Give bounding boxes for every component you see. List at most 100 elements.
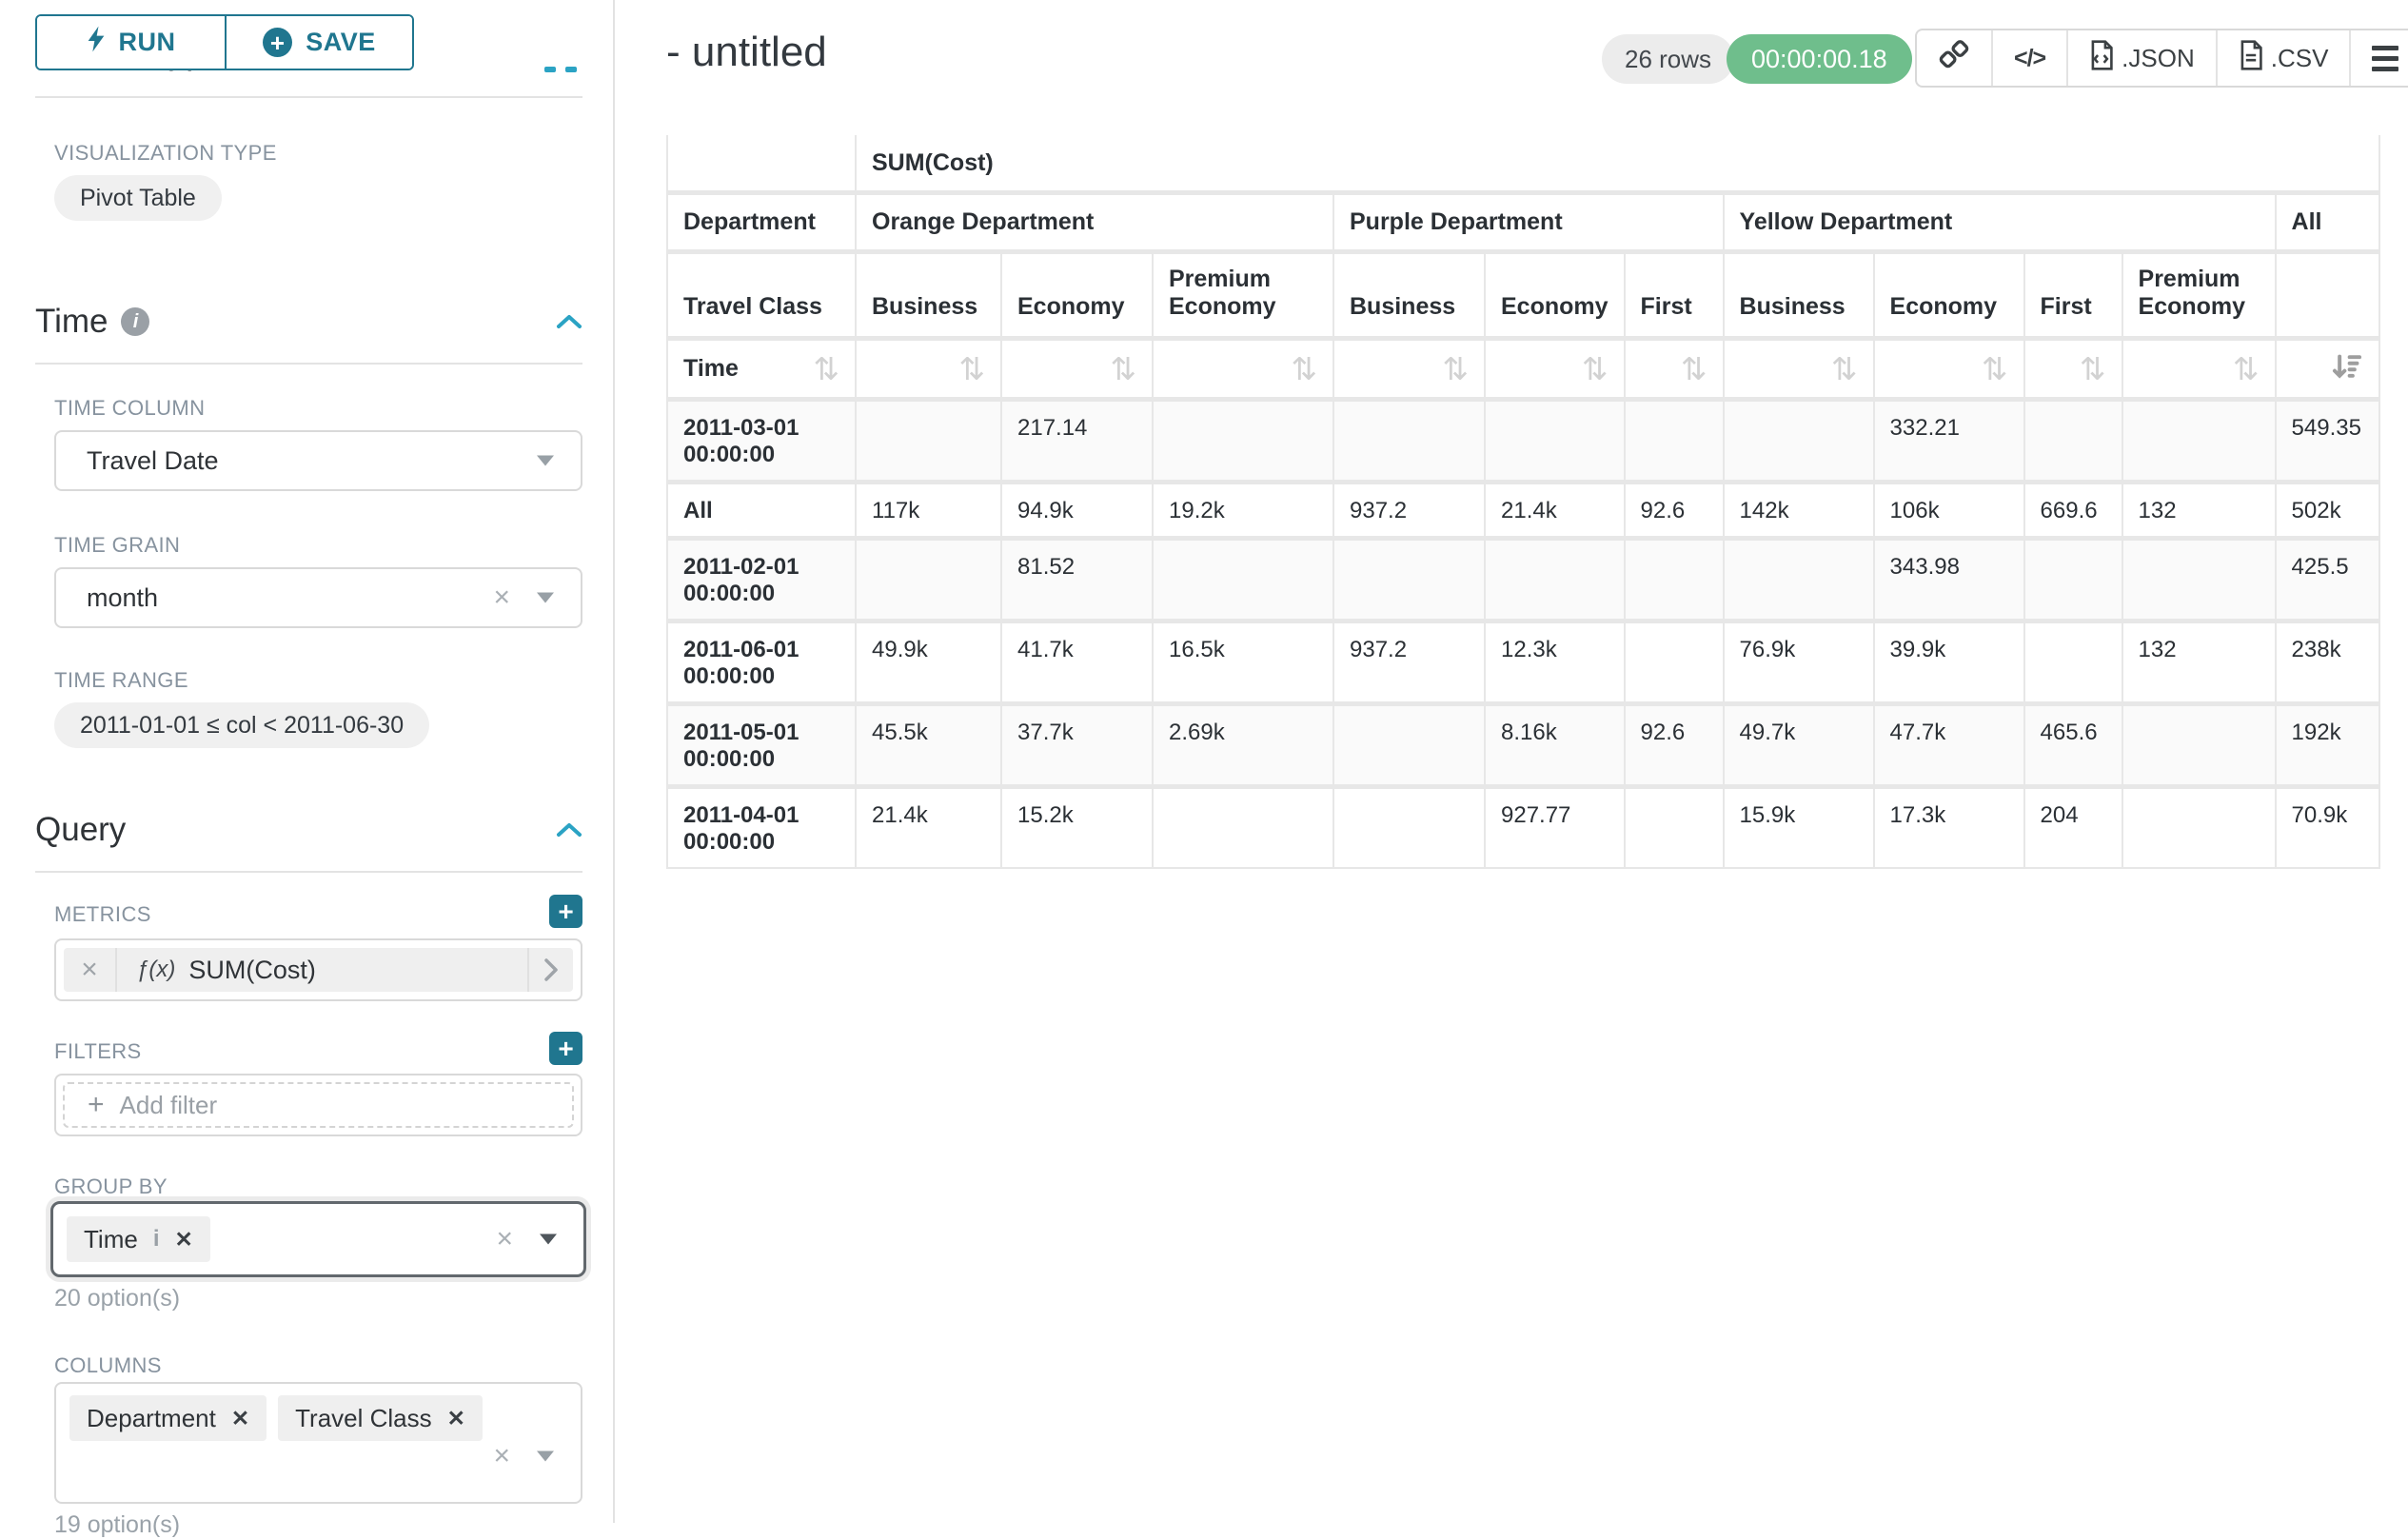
sort-icon[interactable]: ⇅	[1110, 351, 1136, 386]
panel-dash-decoration	[565, 67, 577, 72]
corner-cell	[668, 135, 857, 190]
time-grain-select[interactable]: month ×	[54, 567, 582, 628]
export-csv-button[interactable]: .CSV	[2215, 30, 2350, 86]
value-cell	[1334, 536, 1486, 619]
group-by-options-hint: 20 option(s)	[54, 1285, 181, 1312]
group-by-select[interactable]: Time i ✕ ×	[50, 1201, 586, 1277]
value-cell: 45.5k	[857, 701, 1002, 784]
time-range-label: TIME RANGE	[54, 668, 188, 692]
value-cell: 37.7k	[1002, 701, 1154, 784]
sort-icon[interactable]: ⇅	[2079, 351, 2106, 386]
value-cell	[1334, 397, 1486, 480]
remove-tag-icon[interactable]: ✕	[174, 1226, 193, 1252]
travel-class-header: First	[2024, 249, 2123, 336]
clear-icon[interactable]: ×	[496, 1223, 513, 1254]
time-column-select[interactable]: Travel Date	[54, 430, 582, 491]
sort-desc-icon[interactable]	[2331, 352, 2363, 385]
caret-down-icon[interactable]	[540, 1233, 557, 1245]
department-group-header: Yellow Department	[1724, 190, 2277, 249]
caret-down-icon[interactable]	[537, 455, 554, 466]
plus-icon: +	[88, 1089, 105, 1120]
filters-label: FILTERS	[54, 1039, 142, 1063]
add-filter-button[interactable]: + Add filter	[63, 1082, 574, 1128]
value-cell: 425.5	[2276, 536, 2378, 619]
value-cell	[1625, 784, 1725, 867]
value-cell: 8.16k	[1486, 701, 1626, 784]
value-cell	[1486, 536, 1626, 619]
copy-link-button[interactable]	[1917, 30, 1991, 86]
department-axis-label: Department	[668, 190, 857, 249]
sort-icon[interactable]: ⇅	[2232, 351, 2260, 386]
export-toolbar: </> .JSON .CSV	[1915, 29, 2408, 88]
caret-down-icon[interactable]	[537, 1450, 554, 1462]
file-json-icon	[2089, 39, 2114, 77]
department-group-header: All	[2276, 190, 2378, 249]
info-icon[interactable]: i	[121, 307, 150, 336]
value-cell: 21.4k	[1486, 480, 1626, 536]
chart-title[interactable]: - untitled	[666, 29, 827, 75]
value-cell: 49.7k	[1724, 701, 1875, 784]
value-cell: 927.77	[1486, 784, 1626, 867]
time-range-pill[interactable]: 2011-01-01 ≤ col < 2011-06-30	[54, 702, 430, 748]
embed-code-button[interactable]: </>	[1991, 30, 2066, 86]
remove-tag-icon[interactable]: ✕	[230, 1405, 250, 1430]
chevron-right-icon[interactable]	[527, 948, 573, 992]
sort-icon[interactable]: ⇅	[1830, 351, 1858, 386]
value-cell: 549.35	[2276, 397, 2378, 480]
sort-icon[interactable]: ⇅	[1442, 351, 1469, 386]
value-cell: 217.14	[1002, 397, 1154, 480]
sort-icon[interactable]: ⇅	[813, 351, 839, 386]
value-cell	[2122, 536, 2277, 619]
travel-class-header: Premium Economy	[2122, 249, 2277, 336]
metric-chip[interactable]: × ƒ(x) SUM(Cost)	[64, 948, 573, 992]
remove-tag-icon[interactable]: ✕	[446, 1405, 465, 1430]
travel-class-axis-label: Travel Class	[668, 249, 857, 336]
travel-class-header: Economy	[1002, 249, 1154, 336]
save-button[interactable]: + SAVE	[225, 16, 412, 69]
control-panel: Chart Type RUN + SAVE VISUALIZATION TYPE…	[0, 0, 615, 1538]
add-metric-button[interactable]: +	[549, 895, 582, 928]
value-cell: 12.3k	[1486, 619, 1626, 701]
columns-tag-travel-class[interactable]: Travel Class ✕	[278, 1395, 483, 1441]
run-button[interactable]: RUN	[37, 16, 225, 69]
row-label-cell: All	[668, 480, 857, 536]
column-sort-cell	[2276, 336, 2378, 397]
add-filter-plus-button[interactable]: +	[549, 1032, 582, 1065]
remove-metric-icon[interactable]: ×	[64, 948, 117, 992]
value-cell: 117k	[857, 480, 1002, 536]
value-cell	[1334, 701, 1486, 784]
sort-icon[interactable]: ⇅	[1680, 351, 1707, 386]
value-cell: 21.4k	[857, 784, 1002, 867]
travel-class-header: Economy	[1486, 249, 1626, 336]
collapse-time-chevron-icon[interactable]	[555, 312, 583, 336]
fx-icon: ƒ(x)	[136, 957, 176, 982]
value-cell	[1154, 536, 1334, 619]
value-cell: 204	[2024, 784, 2123, 867]
metrics-select: × ƒ(x) SUM(Cost)	[54, 938, 582, 1001]
value-cell: 16.5k	[1154, 619, 1334, 701]
column-sort-cell: ⇅	[1724, 336, 1875, 397]
sort-icon[interactable]: ⇅	[1981, 351, 2008, 386]
group-by-tag-time[interactable]: Time i ✕	[67, 1216, 210, 1262]
columns-tag-department[interactable]: Department ✕	[69, 1395, 267, 1441]
clear-icon[interactable]: ×	[493, 582, 510, 613]
collapse-query-chevron-icon[interactable]	[555, 820, 583, 844]
columns-select[interactable]: Department ✕ Travel Class ✕ ×	[54, 1382, 582, 1504]
run-save-button-group: RUN + SAVE	[35, 14, 414, 70]
caret-down-icon[interactable]	[537, 592, 554, 603]
column-sort-cell: ⇅	[1002, 336, 1154, 397]
menu-button[interactable]	[2349, 30, 2408, 86]
viz-type-pill[interactable]: Pivot Table	[54, 175, 222, 221]
export-json-button[interactable]: .JSON	[2066, 30, 2216, 86]
value-cell: 132	[2122, 619, 2277, 701]
column-sort-cell: ⇅	[1334, 336, 1486, 397]
clear-icon[interactable]: ×	[493, 1440, 510, 1471]
value-cell	[1334, 784, 1486, 867]
metric-chip-label: SUM(Cost)	[188, 955, 316, 984]
info-icon[interactable]: i	[152, 1226, 160, 1252]
sort-icon[interactable]: ⇅	[1291, 351, 1317, 386]
value-cell: 39.9k	[1874, 619, 2025, 701]
sort-icon[interactable]: ⇅	[958, 351, 985, 386]
sort-icon[interactable]: ⇅	[1581, 351, 1609, 386]
column-sort-cell: ⇅	[2122, 336, 2277, 397]
